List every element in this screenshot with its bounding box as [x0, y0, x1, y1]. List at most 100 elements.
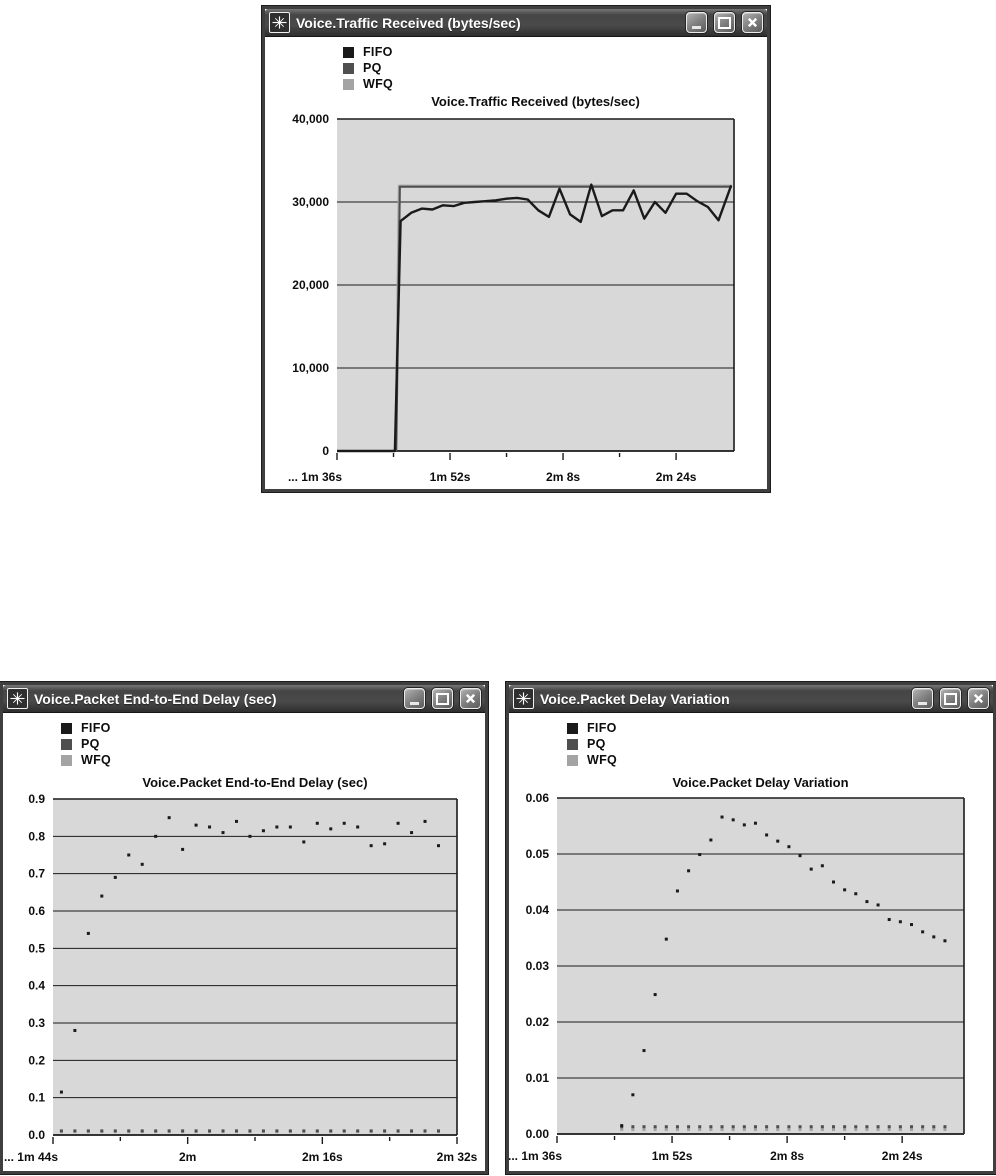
svg-text:2m 24s: 2m 24s: [882, 1149, 923, 1163]
delay-variation-window: Voice.Packet Delay Variation FIFO PQ WFQ…: [506, 682, 996, 1174]
fifo-swatch: [61, 722, 72, 734]
maximize-icon: [944, 693, 957, 705]
legend-label-pq: PQ: [587, 737, 606, 751]
legend-item-pq: PQ: [343, 60, 393, 76]
svg-text:0.5: 0.5: [28, 941, 45, 955]
traffic-received-window: Voice.Traffic Received (bytes/sec) FIFO …: [262, 6, 770, 492]
minimize-button[interactable]: [912, 688, 933, 709]
window-title: Voice.Packet End-to-End Delay (sec): [34, 690, 277, 707]
close-icon: [973, 693, 984, 704]
svg-text:0.06: 0.06: [526, 791, 550, 805]
chart-title: Voice.Packet Delay Variation: [672, 775, 849, 790]
svg-text:0: 0: [322, 444, 329, 458]
chart-title: Voice.Packet End-to-End Delay (sec): [142, 775, 368, 790]
svg-text:0.3: 0.3: [28, 1016, 45, 1030]
close-button[interactable]: [968, 688, 989, 709]
svg-text:0.02: 0.02: [526, 1015, 550, 1029]
maximize-button[interactable]: [940, 688, 961, 709]
legend-item-wfq: WFQ: [343, 76, 393, 92]
svg-text:2m 8s: 2m 8s: [546, 470, 580, 484]
legend-item-pq: PQ: [61, 736, 111, 752]
svg-text:20,000: 20,000: [292, 278, 329, 292]
legend-item-wfq: WFQ: [61, 752, 111, 768]
close-icon: [465, 693, 476, 704]
fifo-swatch: [567, 722, 578, 734]
svg-text:2m: 2m: [179, 1150, 196, 1164]
svg-text:30,000: 30,000: [292, 195, 329, 209]
legend-label-fifo: FIFO: [363, 45, 393, 59]
chart-legend: FIFO PQ WFQ: [61, 720, 111, 768]
close-button[interactable]: [460, 688, 481, 709]
svg-text:0.03: 0.03: [526, 959, 550, 973]
svg-text:0.2: 0.2: [28, 1053, 45, 1067]
legend-item-wfq: WFQ: [567, 752, 617, 768]
pq-swatch: [61, 738, 72, 750]
window-content: FIFO PQ WFQ Voice.Packet End-to-End Dela…: [3, 713, 485, 1171]
svg-text:0.1: 0.1: [28, 1091, 45, 1105]
opnet-sparkle-icon: [513, 688, 534, 709]
end-to-end-delay-chart: 0.0 0.1 0.2 0.3 0.4 0.5 0.6 0.7 0.8 0.9 ... 1m 44s…: [4, 792, 478, 1164]
wfq-swatch: [61, 754, 72, 766]
minimize-icon: [918, 701, 927, 705]
delay-variation-chart: 0.00 0.01 0.02 0.03 0.04 0.05 0.06 ... 1m 36s 1m…: [509, 791, 965, 1163]
minimize-button[interactable]: [686, 12, 707, 33]
legend-label-wfq: WFQ: [81, 753, 112, 767]
legend-item-fifo: FIFO: [567, 720, 617, 736]
window-title: Voice.Packet Delay Variation: [540, 690, 730, 707]
svg-text:2m 24s: 2m 24s: [656, 470, 697, 484]
svg-text:0.00: 0.00: [526, 1127, 550, 1141]
window-content: FIFO PQ WFQ Voice.Packet Delay Variation…: [509, 713, 993, 1171]
svg-text:1m 52s: 1m 52s: [430, 470, 471, 484]
svg-text:... 1m 44s: ... 1m 44s: [4, 1150, 58, 1164]
wfq-swatch: [567, 754, 578, 766]
svg-text:0.0: 0.0: [28, 1128, 45, 1142]
legend-label-fifo: FIFO: [81, 721, 111, 735]
opnet-sparkle-icon: [7, 688, 28, 709]
svg-text:2m 8s: 2m 8s: [770, 1149, 804, 1163]
svg-text:0.05: 0.05: [526, 847, 550, 861]
svg-text:2m 16s: 2m 16s: [302, 1150, 343, 1164]
svg-text:40,000: 40,000: [292, 112, 329, 126]
traffic-received-chart: 0 10,000 20,000 30,000 40,000 ... 1m 36s 1m 52…: [288, 112, 735, 484]
end-to-end-delay-window: Voice.Packet End-to-End Delay (sec) FIFO…: [0, 682, 488, 1174]
svg-text:2m 32s: 2m 32s: [437, 1150, 478, 1164]
svg-text:0.6: 0.6: [28, 904, 45, 918]
svg-text:0.01: 0.01: [526, 1071, 550, 1085]
maximize-icon: [718, 17, 731, 29]
svg-text:0.7: 0.7: [28, 867, 45, 881]
close-icon: [747, 17, 758, 28]
legend-item-fifo: FIFO: [61, 720, 111, 736]
svg-text:10,000: 10,000: [292, 361, 329, 375]
legend-item-pq: PQ: [567, 736, 617, 752]
titlebar[interactable]: Voice.Traffic Received (bytes/sec): [265, 9, 767, 37]
chart-legend: FIFO PQ WFQ: [567, 720, 617, 768]
minimize-icon: [410, 701, 419, 705]
chart-title: Voice.Traffic Received (bytes/sec): [431, 94, 640, 109]
opnet-sparkle-icon: [269, 12, 290, 33]
svg-text:0.04: 0.04: [526, 903, 550, 917]
legend-label-fifo: FIFO: [587, 721, 617, 735]
minimize-icon: [692, 25, 701, 29]
wfq-swatch: [343, 78, 354, 90]
window-content: FIFO PQ WFQ Voice.Traffic Received (byte…: [265, 37, 767, 489]
maximize-button[interactable]: [714, 12, 735, 33]
legend-label-pq: PQ: [363, 61, 382, 75]
window-title: Voice.Traffic Received (bytes/sec): [296, 14, 521, 31]
maximize-button[interactable]: [432, 688, 453, 709]
titlebar[interactable]: Voice.Packet End-to-End Delay (sec): [3, 685, 485, 713]
svg-text:... 1m 36s: ... 1m 36s: [288, 470, 342, 484]
svg-text:... 1m 36s: ... 1m 36s: [509, 1149, 562, 1163]
svg-text:0.4: 0.4: [28, 979, 45, 993]
svg-text:0.8: 0.8: [28, 829, 45, 843]
legend-label-pq: PQ: [81, 737, 100, 751]
minimize-button[interactable]: [404, 688, 425, 709]
pq-swatch: [567, 738, 578, 750]
titlebar[interactable]: Voice.Packet Delay Variation: [509, 685, 993, 713]
svg-text:1m 52s: 1m 52s: [652, 1149, 693, 1163]
svg-text:0.9: 0.9: [28, 792, 45, 806]
close-button[interactable]: [742, 12, 763, 33]
fifo-swatch: [343, 46, 354, 58]
chart-legend: FIFO PQ WFQ: [343, 44, 393, 92]
maximize-icon: [436, 693, 449, 705]
legend-item-fifo: FIFO: [343, 44, 393, 60]
